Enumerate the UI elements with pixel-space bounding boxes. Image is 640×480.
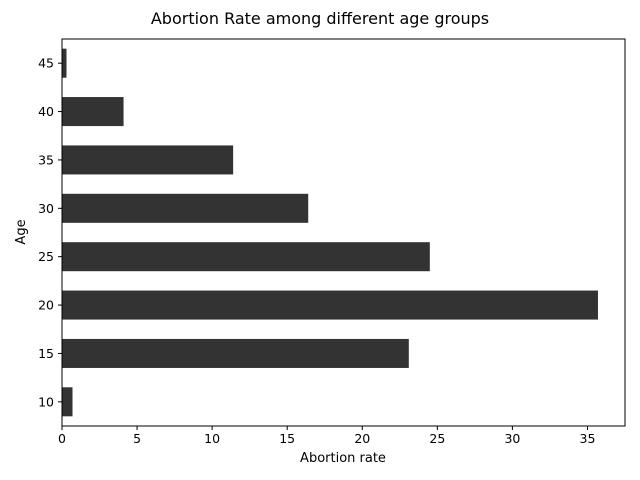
y-tick-label: 20: [38, 298, 54, 313]
bar-age-10: [62, 387, 73, 417]
y-tick-label: 35: [38, 152, 54, 167]
y-axis-label: Age: [14, 219, 29, 244]
y-tick-label: 30: [38, 201, 54, 216]
y-tick-label: 40: [38, 104, 54, 119]
x-tick-label: 5: [133, 431, 141, 446]
bar-age-45: [62, 48, 67, 78]
bar-age-30: [62, 193, 309, 223]
y-tick-label: 15: [38, 346, 54, 361]
bar-age-25: [62, 242, 430, 272]
x-tick-label: 10: [204, 431, 220, 446]
x-axis-ticks: 0 5 10 15 20 25 30 35: [58, 426, 595, 446]
y-tick-label: 45: [38, 56, 54, 71]
bar-age-15: [62, 338, 409, 368]
x-tick-label: 15: [279, 431, 295, 446]
bar-age-20: [62, 290, 598, 320]
chart-title: Abortion Rate among different age groups: [151, 9, 489, 28]
x-tick-label: 0: [58, 431, 66, 446]
x-tick-label: 30: [504, 431, 520, 446]
bar-age-35: [62, 145, 234, 175]
x-tick-label: 25: [429, 431, 445, 446]
y-axis-ticks: 10 15 20 25 30 35 40 45: [38, 56, 62, 409]
y-tick-label: 25: [38, 249, 54, 264]
plot-frame: [61, 38, 626, 427]
x-axis-label: Abortion rate: [300, 451, 386, 466]
bar-age-40: [62, 97, 124, 127]
x-tick-label: 35: [580, 431, 596, 446]
bars-layer: [62, 48, 598, 417]
y-tick-label: 10: [38, 394, 54, 409]
x-tick-label: 20: [354, 431, 370, 446]
